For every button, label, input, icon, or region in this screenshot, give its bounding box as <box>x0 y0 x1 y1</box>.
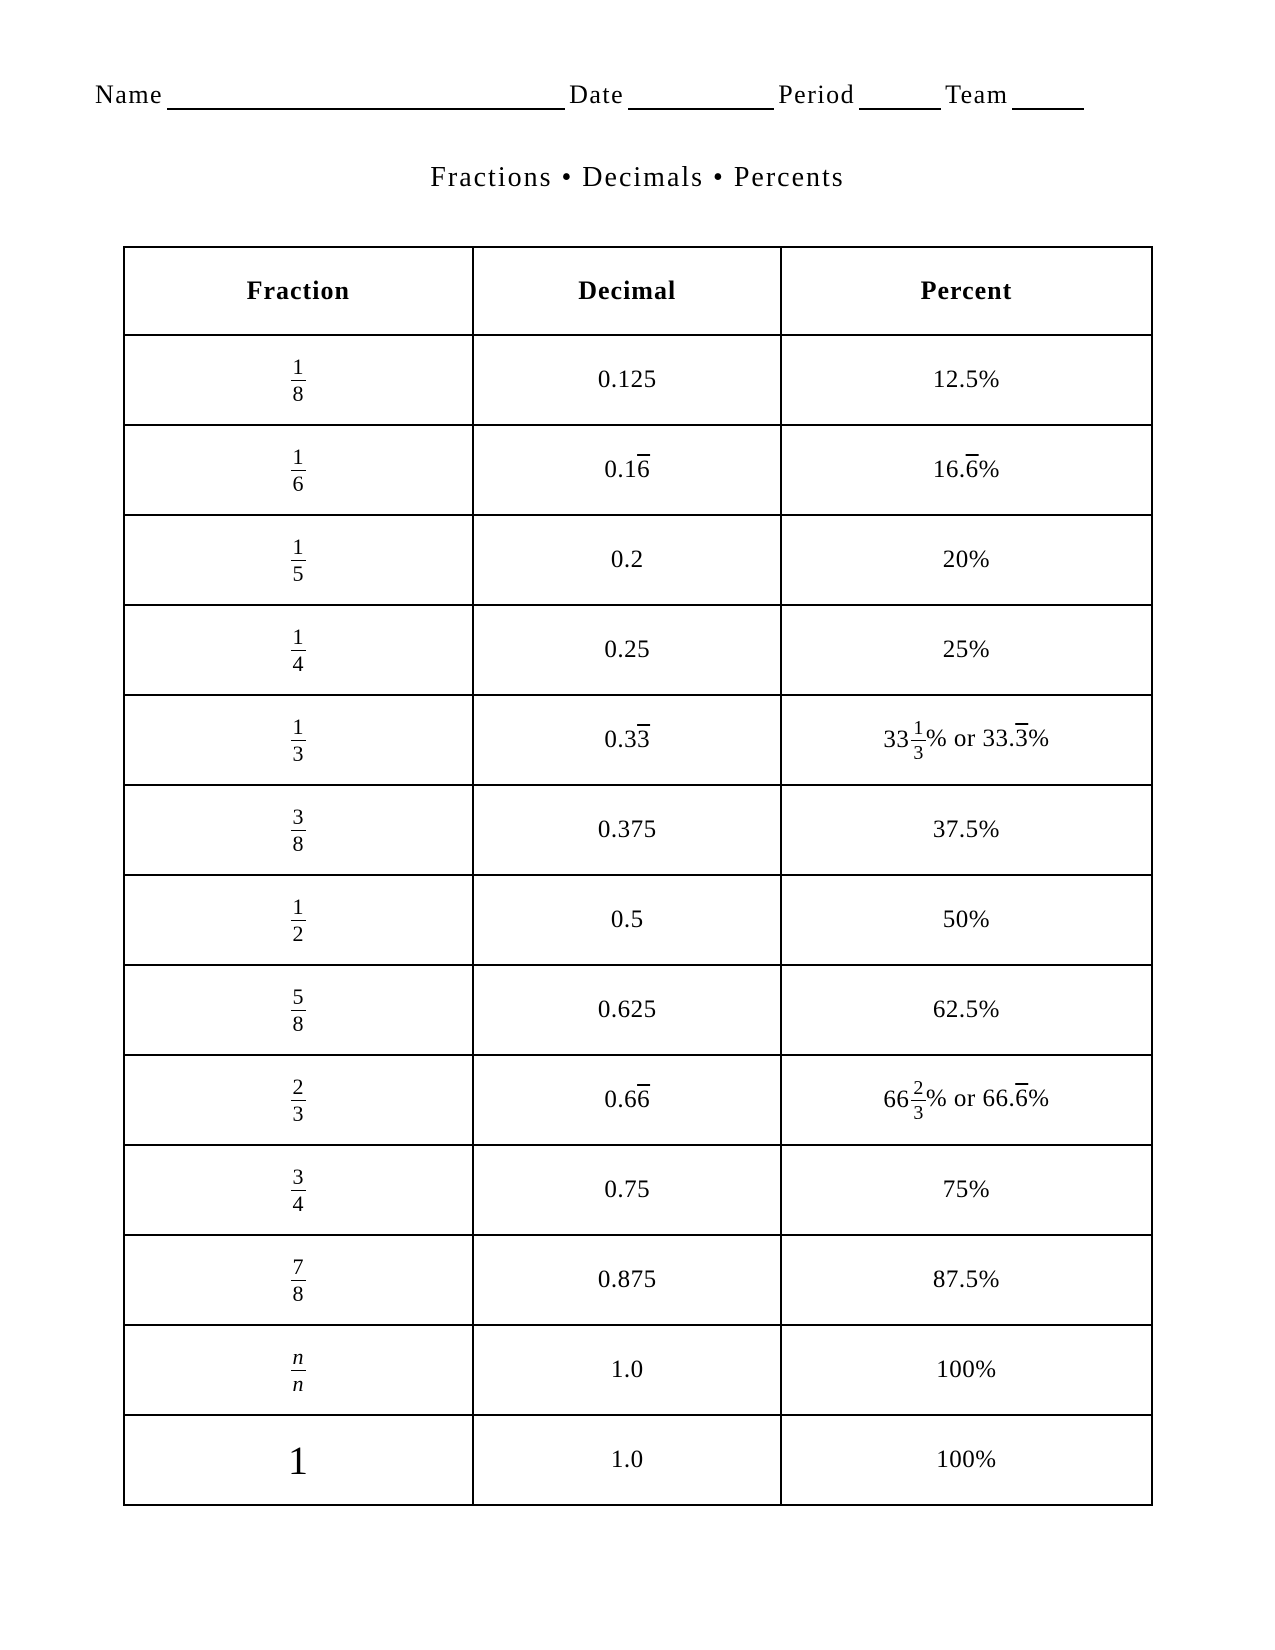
percent-cell: 12.5% <box>781 335 1151 425</box>
table-row: 11.0100% <box>124 1415 1152 1505</box>
name-blank[interactable] <box>167 84 565 110</box>
team-label: Team <box>945 80 1008 110</box>
period-label: Period <box>778 80 855 110</box>
decimal-cell: 0.375 <box>473 785 781 875</box>
decimal-cell: 0.75 <box>473 1145 781 1235</box>
fraction-cell: 15 <box>124 515 474 605</box>
decimal-cell: 1.0 <box>473 1415 781 1505</box>
table-row: 230.666623% or 66.6% <box>124 1055 1152 1145</box>
decimal-cell: 0.16 <box>473 425 781 515</box>
fraction-cell: 78 <box>124 1235 474 1325</box>
fraction-cell: 1 <box>124 1415 474 1505</box>
date-blank[interactable] <box>628 84 774 110</box>
fraction-cell: 18 <box>124 335 474 425</box>
fraction-cell: 16 <box>124 425 474 515</box>
fraction-cell: 14 <box>124 605 474 695</box>
table-row: 780.87587.5% <box>124 1235 1152 1325</box>
header-line: Name Date Period Team <box>95 80 1180 110</box>
decimal-cell: 0.2 <box>473 515 781 605</box>
percent-cell: 20% <box>781 515 1151 605</box>
percent-cell: 62.5% <box>781 965 1151 1055</box>
name-label: Name <box>95 80 163 110</box>
percent-cell: 6623% or 66.6% <box>781 1055 1151 1145</box>
percent-cell: 100% <box>781 1415 1151 1505</box>
percent-cell: 100% <box>781 1325 1151 1415</box>
decimal-cell: 0.25 <box>473 605 781 695</box>
fraction-cell: 58 <box>124 965 474 1055</box>
worksheet-page: Name Date Period Team Fractions • Decima… <box>0 0 1275 1650</box>
table-row: 150.220% <box>124 515 1152 605</box>
col-percent: Percent <box>781 247 1151 335</box>
col-fraction: Fraction <box>124 247 474 335</box>
table-row: 120.550% <box>124 875 1152 965</box>
fraction-cell: 23 <box>124 1055 474 1145</box>
fraction-cell: nn <box>124 1325 474 1415</box>
percent-cell: 75% <box>781 1145 1151 1235</box>
percent-cell: 25% <box>781 605 1151 695</box>
table-row: 160.1616.6% <box>124 425 1152 515</box>
page-title: Fractions • Decimals • Percents <box>95 162 1180 194</box>
fraction-cell: 12 <box>124 875 474 965</box>
table-row: 380.37537.5% <box>124 785 1152 875</box>
decimal-cell: 0.875 <box>473 1235 781 1325</box>
table-row: 130.333313% or 33.3% <box>124 695 1152 785</box>
percent-cell: 3313% or 33.3% <box>781 695 1151 785</box>
conversion-table: Fraction Decimal Percent 180.12512.5%160… <box>123 246 1153 1506</box>
table-row: 140.2525% <box>124 605 1152 695</box>
percent-cell: 37.5% <box>781 785 1151 875</box>
table-body: 180.12512.5%160.1616.6%150.220%140.2525%… <box>124 335 1152 1505</box>
percent-cell: 50% <box>781 875 1151 965</box>
team-blank[interactable] <box>1012 84 1084 110</box>
table-row: 580.62562.5% <box>124 965 1152 1055</box>
table-row: 340.7575% <box>124 1145 1152 1235</box>
decimal-cell: 0.66 <box>473 1055 781 1145</box>
fraction-cell: 34 <box>124 1145 474 1235</box>
period-blank[interactable] <box>859 84 941 110</box>
date-label: Date <box>569 80 624 110</box>
decimal-cell: 1.0 <box>473 1325 781 1415</box>
table-row: 180.12512.5% <box>124 335 1152 425</box>
col-decimal: Decimal <box>473 247 781 335</box>
percent-cell: 16.6% <box>781 425 1151 515</box>
fraction-cell: 38 <box>124 785 474 875</box>
table-header-row: Fraction Decimal Percent <box>124 247 1152 335</box>
fraction-cell: 13 <box>124 695 474 785</box>
decimal-cell: 0.5 <box>473 875 781 965</box>
decimal-cell: 0.125 <box>473 335 781 425</box>
percent-cell: 87.5% <box>781 1235 1151 1325</box>
conversion-table-wrap: Fraction Decimal Percent 180.12512.5%160… <box>123 246 1153 1506</box>
table-row: nn1.0100% <box>124 1325 1152 1415</box>
decimal-cell: 0.625 <box>473 965 781 1055</box>
decimal-cell: 0.33 <box>473 695 781 785</box>
